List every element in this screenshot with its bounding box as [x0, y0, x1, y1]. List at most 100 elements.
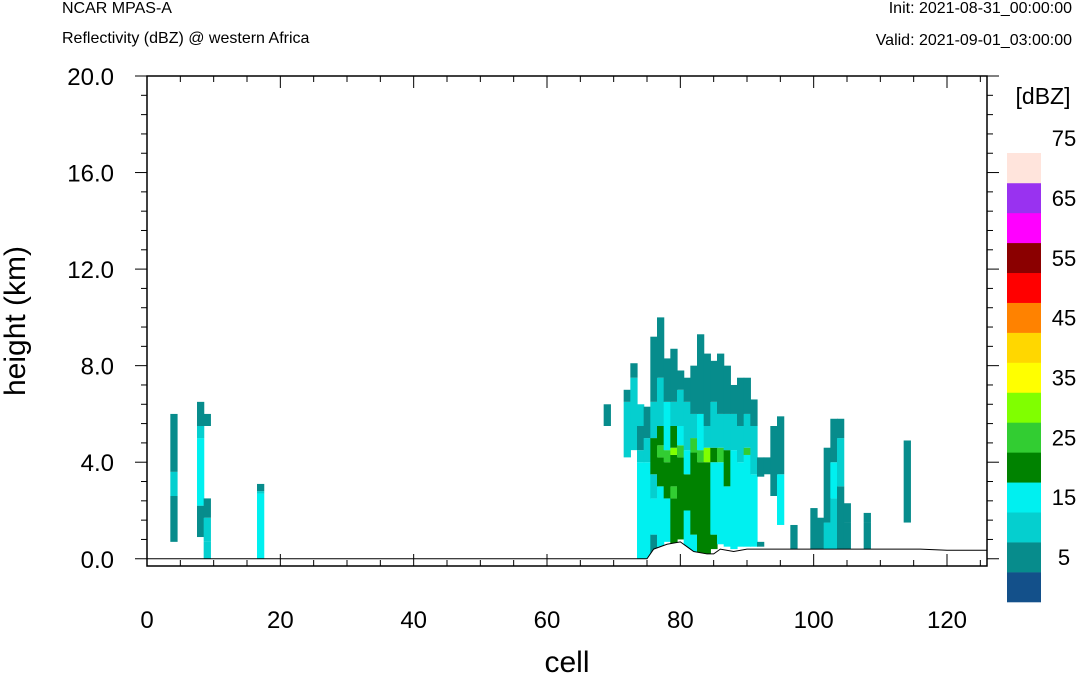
reflectivity-cell: [863, 522, 871, 550]
reflectivity-cell: [843, 503, 851, 523]
reflectivity-cell: [257, 483, 265, 492]
reflectivity-cell: [743, 454, 751, 547]
reflectivity-cell: [650, 336, 658, 402]
colorbar: 5 15 25 35 45 55 65 75: [1007, 126, 1076, 603]
reflectivity-cell: [663, 401, 671, 451]
colorbar-box: [1007, 542, 1041, 573]
reflectivity-cell: [703, 447, 711, 463]
colorbar-tick-label: 35: [1052, 366, 1076, 391]
reflectivity-cell: [730, 384, 738, 414]
colorbar-box: [1007, 153, 1041, 184]
reflectivity-cell: [737, 462, 745, 547]
colorbar-unit-label: [dBZ]: [1016, 83, 1071, 109]
init-time: Init: 2021-08-31_00:00:00: [888, 0, 1072, 17]
reflectivity-cell: [637, 404, 645, 426]
reflectivity-cell: [777, 416, 785, 475]
terrain-fill: [147, 541, 987, 566]
reflectivity-cell: [697, 413, 705, 451]
x-tick-label: 120: [927, 607, 967, 634]
reflectivity-cell: [710, 360, 718, 402]
colorbar-box: [1007, 272, 1041, 303]
reflectivity-cell: [697, 462, 705, 554]
colorbar-box: [1007, 572, 1041, 603]
reflectivity-cell: [710, 447, 718, 463]
axis-ticks: [135, 75, 999, 566]
reflectivity-cell: [657, 377, 665, 426]
reflectivity-cell: [683, 510, 691, 552]
reflectivity-cell: [837, 438, 845, 487]
reflectivity-cell: [830, 462, 838, 499]
x-tick-label: 40: [400, 607, 427, 634]
reflectivity-cell: [703, 462, 711, 554]
reflectivity-cell: [677, 457, 685, 540]
reflectivity-cell: [837, 486, 845, 550]
reflectivity-cell: [703, 426, 711, 448]
y-tick-label: 12.0: [67, 257, 114, 284]
y-tick-label: 16.0: [67, 161, 114, 188]
x-tick-label: 100: [794, 607, 834, 634]
reflectivity-cell: [257, 493, 265, 559]
reflectivity-cell: [677, 370, 685, 390]
reflectivity-cell: [717, 353, 725, 414]
reflectivity-cell: [710, 534, 718, 550]
reflectivity-cell: [763, 457, 771, 475]
reflectivity-cell: [623, 389, 631, 402]
reflectivity-cell: [170, 496, 178, 542]
reflectivity-cell: [203, 498, 211, 518]
model-title: NCAR MPAS-A: [62, 0, 172, 17]
reflectivity-cell: [697, 450, 705, 463]
reflectivity-cell: [710, 401, 718, 448]
y-tick-label: 20.0: [67, 64, 114, 91]
reflectivity-cell: [743, 447, 751, 455]
colorbar-tick-label: 75: [1052, 126, 1076, 151]
reflectivity-cell: [657, 457, 665, 487]
reflectivity-cell: [630, 377, 638, 451]
reflectivity-cell: [197, 505, 205, 538]
reflectivity-cell: [717, 413, 725, 448]
reflectivity-cell: [703, 353, 711, 426]
reflectivity-cell: [683, 474, 691, 511]
reflectivity-cell: [670, 486, 678, 499]
y-tick-label: 4.0: [81, 450, 114, 477]
colorbar-box: [1007, 422, 1041, 453]
reflectivity-cell: [677, 389, 685, 426]
reflectivity-cell: [670, 498, 678, 545]
reflectivity-cell: [670, 426, 678, 448]
reflectivity-cell: [757, 457, 765, 477]
colorbar-tick-label: 45: [1052, 306, 1076, 331]
reflectivity-cell: [623, 401, 631, 458]
reflectivity-cell: [650, 498, 658, 535]
reflectivity-cell: [750, 474, 758, 547]
reflectivity-cell: [643, 438, 651, 463]
reflectivity-cell: [690, 534, 698, 552]
reflectivity-cell: [197, 438, 205, 506]
reflectivity-cell: [837, 418, 845, 439]
terrain-layer: [147, 541, 987, 566]
colorbar-box: [1007, 362, 1041, 393]
reflectivity-cell: [637, 426, 645, 451]
reflectivity-cell: [637, 450, 645, 463]
reflectivity-cell: [677, 426, 685, 446]
field-title: Reflectivity (dBZ) @ western Africa: [62, 30, 310, 47]
reflectivity-cell: [750, 426, 758, 475]
reflectivity-cell: [663, 498, 671, 542]
reflectivity-cell: [750, 399, 758, 426]
plot-frame: [146, 75, 988, 567]
colorbar-box: [1007, 452, 1041, 483]
y-axis-label: height (km): [0, 246, 32, 396]
reflectivity-cell: [197, 426, 205, 439]
x-tick-label: 60: [534, 607, 561, 634]
reflectivity-cell: [203, 517, 211, 542]
colorbar-tick-label: 65: [1052, 186, 1076, 211]
colorbar-tick-label: 5: [1058, 545, 1070, 570]
reflectivity-cell: [743, 413, 751, 448]
reflectivity-cell: [170, 471, 178, 496]
reflectivity-cell: [643, 462, 651, 559]
reflectivity-cell: [197, 401, 205, 426]
reflectivity-cell: [650, 534, 658, 559]
reflectivity-cell: [663, 462, 671, 499]
reflectivity-cell: [737, 377, 745, 426]
reflectivity-cell: [670, 454, 678, 487]
reflectivity-cell: [770, 426, 778, 496]
